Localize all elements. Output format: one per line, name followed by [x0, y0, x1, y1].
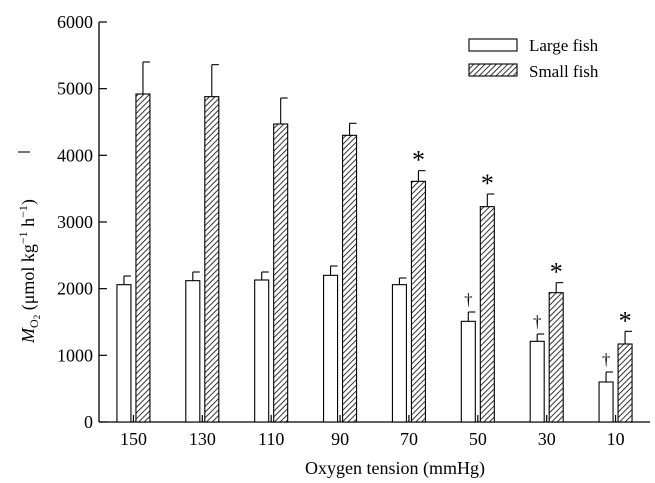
x-tick-label: 110 — [258, 429, 284, 449]
y-axis-title-text: (μmol kg — [18, 244, 39, 315]
significance-asterisk: * — [481, 169, 494, 198]
y-tick-label: 0 — [84, 412, 93, 432]
significance-asterisk: * — [619, 306, 632, 335]
svg-text:MO2 (μmol kg−1 h−1): MO2 (μmol kg−1 h−1) — [16, 199, 42, 344]
bar-small-fish — [273, 123, 289, 423]
y-tick-label: 5000 — [57, 79, 93, 99]
bar-large-fish — [116, 284, 132, 423]
bar-large-fish — [598, 381, 614, 423]
x-tick-label: 150 — [120, 429, 147, 449]
bar-small-fish — [135, 93, 151, 423]
y-tick-label: 2000 — [57, 279, 93, 299]
bar-large-fish — [323, 274, 339, 423]
y-axis-title-sub: O — [27, 319, 41, 328]
significance-dagger: † — [533, 312, 542, 331]
y-axis-title-sup2: −1 — [16, 205, 30, 218]
bar-small-fish — [548, 292, 564, 423]
plot-area: 0 1000 2000 3000 4000 5000 6000 150 130 110 90 70 * 5… — [57, 12, 650, 449]
x-tick-label: 90 — [331, 429, 349, 449]
y-axis-title: MO2 (μmol kg−1 h−1) — [16, 199, 42, 344]
x-tick-label: 70 — [400, 429, 418, 449]
y-tick-label: 1000 — [57, 345, 93, 365]
legend-swatch-large-fish — [468, 38, 518, 52]
bar-large-fish — [185, 280, 201, 423]
bar-small-fish — [342, 134, 358, 423]
x-tick-label: 30 — [538, 429, 556, 449]
legend-label-small-fish: Small fish — [529, 62, 599, 81]
y-axis-title-sub2: 2 — [32, 315, 42, 320]
legend-swatch-small-fish — [468, 63, 518, 77]
significance-asterisk: * — [550, 258, 563, 287]
significance-dagger: † — [464, 290, 473, 309]
significance-dagger: † — [602, 350, 611, 369]
x-tick-label: 130 — [189, 429, 216, 449]
y-tick-label: 3000 — [57, 212, 93, 232]
y-axis-title-prefix: M — [18, 327, 38, 344]
y-axis-title-sup1: −1 — [16, 231, 30, 244]
x-tick-label: 50 — [469, 429, 487, 449]
y-axis-title-end: ) — [18, 199, 39, 205]
legend-label-large-fish: Large fish — [529, 36, 599, 55]
bar-small-fish — [204, 96, 220, 423]
bar-large-fish — [254, 279, 270, 423]
y-tick-label: 4000 — [57, 145, 93, 165]
bar-small-fish — [479, 206, 495, 423]
y-tick-label: 6000 — [57, 12, 93, 32]
bar-large-fish — [529, 340, 545, 423]
x-axis-title: Oxygen tension (mmHg) — [305, 458, 485, 479]
significance-asterisk: * — [412, 146, 425, 175]
x-tick-label: 10 — [607, 429, 625, 449]
bar-small-fish — [617, 343, 633, 423]
y-axis-title-mid: h — [18, 218, 38, 232]
bar-large-fish — [391, 284, 407, 423]
bar-large-fish — [460, 320, 476, 423]
legend: Large fish Small fish — [468, 36, 599, 81]
bar-small-fish — [410, 180, 426, 423]
